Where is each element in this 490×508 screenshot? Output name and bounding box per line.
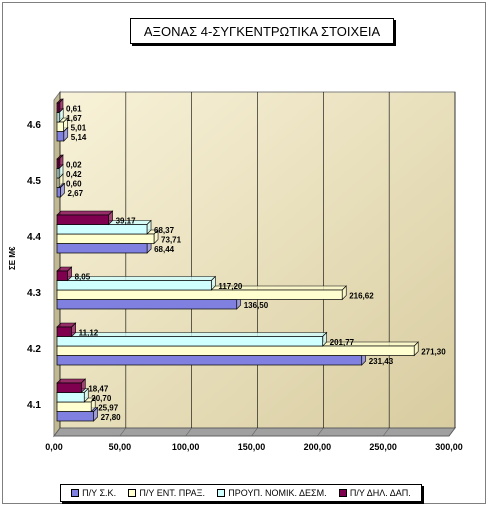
x-tick-label: 100,00 [172,442,200,452]
legend-label: ΠΡΟΥΠ. ΝΟΜΙΚ. ΔΕΣΜ. [228,488,327,498]
bar [56,168,60,179]
data-label: 8,05 [75,273,91,282]
y-tick-label: 4.2 [27,344,41,355]
data-label: 5,14 [71,133,87,142]
bar [56,382,82,393]
legend-item: Π/Υ Σ.Κ. [71,488,116,498]
x-tick-label: 250,00 [369,442,397,452]
bar [56,131,65,142]
data-label: 11,12 [79,329,99,338]
data-label: 25,97 [98,404,119,413]
data-label: 0,60 [66,180,82,189]
bar [56,289,343,300]
x-tick-label: 150,00 [238,442,266,452]
bar [56,326,72,337]
data-label: 136,50 [244,301,269,310]
legend-label: Π/Υ ΔΗΛ. ΔΑΠ. [349,488,411,498]
data-label: 18,47 [88,385,109,394]
x-tick-label: 200,00 [304,442,332,452]
legend-label: Π/Υ Σ.Κ. [82,488,117,498]
floor-gridline [317,427,324,437]
legend-item: Π/Υ ΔΗΛ. ΔΑΠ. [338,488,411,498]
bar [56,336,324,347]
bar [56,158,60,169]
legend-swatch [71,489,80,497]
data-label: 231,43 [369,357,394,366]
y-tick-label: 4.3 [27,288,41,299]
floor-gridline [119,427,127,437]
bar [56,299,238,310]
legend: Π/Υ Σ.Κ. Π/Υ ΕΝΤ. ΠΡΑΞ. ΠΡΟΥΠ. ΝΟΜΙΚ. ΔΕΣΜ… [60,484,422,502]
floor-gridline [448,427,456,437]
bar [56,355,363,366]
data-label: 117,20 [218,282,243,291]
bar [56,411,94,422]
data-label: 39,17 [116,217,137,226]
bar-top [56,378,87,384]
legend-swatch [128,489,137,497]
bar [56,243,148,254]
x-tick-label: 300,00 [435,442,463,452]
bar [56,280,212,291]
data-label: 5,01 [71,124,87,133]
bar-top [56,210,114,216]
bar [56,401,92,412]
data-label: 216,62 [349,292,374,301]
bar [56,233,155,244]
bar [56,102,60,113]
bar [56,187,61,198]
data-label: 0,42 [66,170,82,179]
floor-gridline [382,427,390,437]
data-label: 0,61 [66,105,82,114]
chart-title-text: ΑΞΟΝΑΣ 4-ΣΥΓΚΕΝΤΡΩΤΙΚΑ ΣΤΟΙΧΕΙΑ [143,23,381,39]
bar [56,214,109,225]
data-label: 1,67 [66,114,82,123]
x-tick-label: 50,00 [109,442,132,452]
bar [56,345,415,356]
x-tick-label: 0,00 [45,442,63,452]
y-tick-label: 4.5 [27,176,41,187]
floor-gridline [185,427,192,437]
legend-swatch [217,489,226,497]
bar [56,392,85,403]
data-label: 201,77 [330,338,355,347]
chart-title: ΑΞΟΝΑΣ 4-ΣΥΓΚΕΝΤΡΩΤΙΚΑ ΣΤΟΙΧΕΙΑ [130,18,394,44]
legend-label: Π/Υ ΕΝΤ. ΠΡΑΞ. [139,488,205,498]
data-label: 73,71 [161,236,182,245]
legend-item: Π/Υ ΕΝΤ. ΠΡΑΞ. [128,488,205,498]
data-label: 20,70 [91,394,112,403]
bar [56,177,60,188]
floor-gridline [53,427,61,437]
legend-item: ΠΡΟΥΠ. ΝΟΜΙΚ. ΔΕΣΜ. [217,488,327,498]
bar [56,112,60,123]
y-axis-label: ΣΕ Μ€ [8,246,17,270]
legend-swatch [338,489,347,497]
data-label: 0,02 [66,161,82,170]
y-tick-label: 4.4 [27,232,41,243]
data-label: 68,37 [154,226,175,235]
bar [56,270,68,281]
data-label: 68,44 [154,245,175,254]
data-label: 271,30 [421,348,446,357]
data-label: 27,80 [101,413,122,422]
floor-gridline [251,427,258,437]
y-tick-label: 4.6 [27,120,41,131]
bar [56,121,64,132]
data-label: 2,67 [68,189,84,198]
bar [56,224,148,235]
y-tick-label: 4.1 [27,400,41,411]
